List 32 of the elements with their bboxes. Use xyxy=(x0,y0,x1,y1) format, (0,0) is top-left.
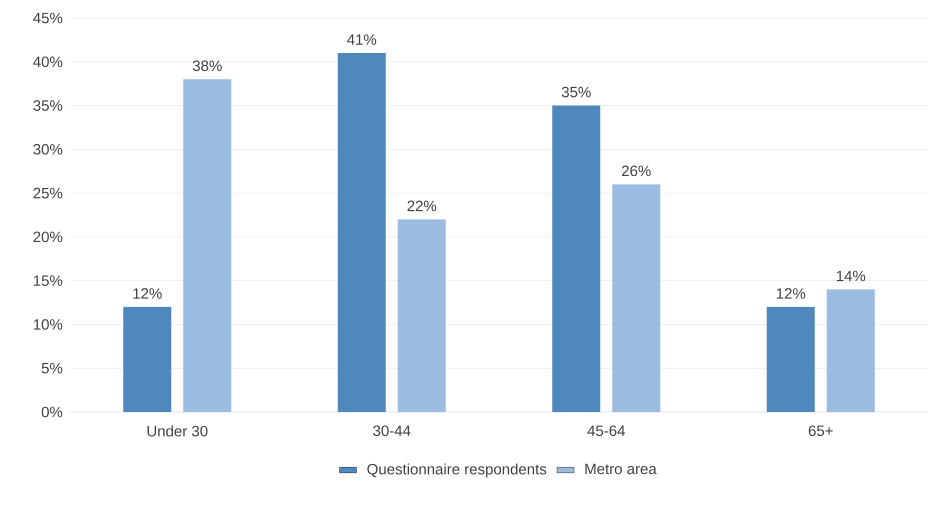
data-label: 35% xyxy=(562,86,591,98)
y-tick-label: 0% xyxy=(42,406,62,418)
y-tick-label: 5% xyxy=(42,362,62,374)
y-tick-label: 30% xyxy=(33,144,62,155)
data-label: 22% xyxy=(407,200,436,212)
y-tick-label: 25% xyxy=(34,188,62,198)
y-tick-label: 15% xyxy=(34,275,62,286)
data-label: 26% xyxy=(622,166,651,176)
y-tick-label: 10% xyxy=(34,319,62,330)
x-tick-label: 65+ xyxy=(808,425,833,436)
x-tick-label: Under 30 xyxy=(148,425,208,436)
bar xyxy=(123,306,172,412)
bar xyxy=(398,219,446,412)
data-label: 41% xyxy=(347,34,376,45)
x-tick-label: 30-44 xyxy=(373,425,410,436)
y-tick-label: 20% xyxy=(34,232,62,242)
data-label: 12% xyxy=(776,288,806,299)
x-tick-label: 45-64 xyxy=(587,425,625,436)
legend-label: Metro area xyxy=(585,464,657,474)
legend-label: Questionnaire respondents xyxy=(367,463,546,478)
bar xyxy=(766,306,815,412)
data-label: 14% xyxy=(836,270,866,282)
bar xyxy=(826,289,875,412)
y-tick-label: 35% xyxy=(33,100,62,111)
bar xyxy=(338,53,386,412)
bar xyxy=(552,106,600,412)
data-label: 12% xyxy=(133,288,162,299)
bar xyxy=(612,184,660,412)
y-tick-label: 45% xyxy=(33,12,62,24)
bar xyxy=(183,79,232,412)
y-tick-label: 40% xyxy=(33,56,62,68)
data-label: 38% xyxy=(192,60,222,72)
